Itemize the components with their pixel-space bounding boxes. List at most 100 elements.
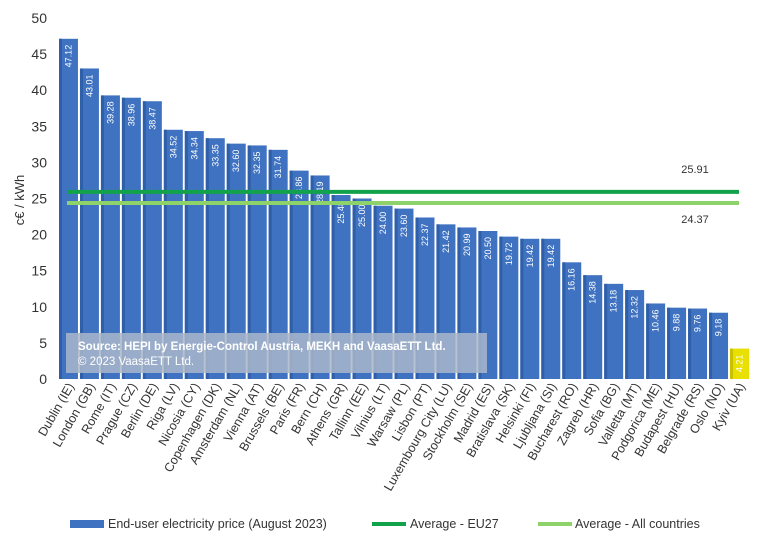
bar-group: 14.38 [583,275,603,379]
bar [268,149,288,379]
bar-shade [268,149,272,379]
bar [142,101,162,380]
bar-shade [541,238,545,379]
bar-shade [226,143,230,379]
bar-group: 38.96 [121,97,141,379]
bar-group: 47.12 [59,38,78,379]
source-note: Source: HEPI by Energie-Control Austria,… [66,333,487,373]
bar-value-label: 12.32 [630,296,640,319]
bar [646,303,666,379]
bar-shade [121,97,125,379]
bar-value-label: 9.76 [693,315,703,333]
bar [667,307,687,379]
y-axis-label: c€ / kWh [12,175,27,226]
bar-group: 9.88 [667,307,687,379]
bar-group: 4.21 [730,348,749,379]
bar-group: 13.18 [604,283,624,379]
bar-value-label: 34.52 [168,136,178,159]
source-note-line1: Source: HEPI by Energie-Control Austria,… [78,341,446,353]
bar-group: 19.42 [520,238,540,379]
bar-value-label: 22.37 [420,223,430,246]
y-tick-label: 50 [31,10,47,26]
bar-value-label: 23.60 [399,215,409,238]
bar-value-label: 31.74 [273,156,283,179]
legend-swatch-all-countries [538,522,572,526]
y-tick-label: 10 [31,299,47,315]
bar-shade [688,308,692,379]
bar [583,275,603,379]
bar-value-label: 4.21 [735,355,745,373]
bar-shade [646,303,650,379]
y-tick-label: 0 [39,371,47,387]
bar [520,238,540,379]
bar-shade [457,227,461,379]
bar-value-label: 9.88 [672,314,682,332]
bar-shade [184,131,188,379]
bar-group: 16.16 [562,262,582,379]
bar-value-label: 47.12 [63,45,73,68]
legend-label-all-countries: Average - All countries [575,517,700,531]
reference-line-value: 24.37 [681,214,709,226]
bar [59,38,78,379]
bar [289,170,309,379]
bars: 47.12 43.01 39.28 38.96 38.47 34.52 34.34 33.35… [59,38,749,380]
source-note-box [66,333,487,373]
bar-value-label: 38.47 [147,107,157,130]
bar [562,262,582,379]
bar-shade [520,238,524,379]
bar [121,97,141,379]
bar-group: 31.74 [268,149,288,379]
bar-shade [331,195,335,379]
y-tick-label: 45 [31,46,47,62]
bar-shade [373,205,377,379]
bar-shade [142,101,146,380]
bar [100,95,120,379]
source-note-line2: © 2023 VaasaETT Ltd. [78,356,194,368]
legend: End-user electricity price (August 2023)… [70,517,700,531]
bar [79,68,99,379]
bar-shade [709,312,713,379]
bar-group: 43.01 [79,68,99,379]
bar-shade [205,138,209,379]
bar-value-label: 32.60 [231,150,241,173]
bar-shade [583,275,587,379]
bar-value-label: 39.28 [105,101,115,124]
bar-group: 12.32 [625,290,645,379]
bar-value-label: 24.00 [378,212,388,235]
bar-group: 19.72 [499,236,519,379]
bar-value-label: 28.86 [294,177,304,200]
bar-value-label: 9.18 [714,319,724,337]
bar-value-label: 34.34 [189,137,199,160]
y-tick-label: 40 [31,82,47,98]
bar-value-label: 43.01 [84,74,94,97]
bar-shade [247,145,251,379]
bar-value-label: 13.18 [609,290,619,313]
bar-shade [163,129,167,379]
legend-label-eu27: Average - EU27 [410,517,499,531]
bar-shade [625,290,629,379]
bar-value-label: 20.50 [483,237,493,260]
bar-value-label: 14.38 [588,281,598,304]
x-axis-labels: Dublin (IE)London (GB)Rome (IT)Prague (C… [35,380,748,493]
bar-shade [352,198,356,379]
bar [205,138,225,379]
bar-value-label: 25.00 [357,205,367,228]
y-tick-label: 20 [31,227,47,243]
bar-group: 9.76 [688,308,708,379]
bar-shade [310,175,314,379]
bar-value-label: 21.42 [441,230,451,253]
bar [541,238,561,379]
y-tick-label: 5 [39,335,47,351]
bar-value-label: 16.16 [567,268,577,291]
bar [625,290,645,379]
legend-swatch-eu27 [372,522,406,526]
bar-shade [604,283,608,379]
reference-lines: 25.91 24.37 [67,164,739,226]
bar-group: 10.46 [646,303,666,379]
bar-value-label: 33.35 [210,144,220,167]
bar [310,175,330,379]
bar-shade [100,95,104,379]
bar-shade [415,217,419,379]
